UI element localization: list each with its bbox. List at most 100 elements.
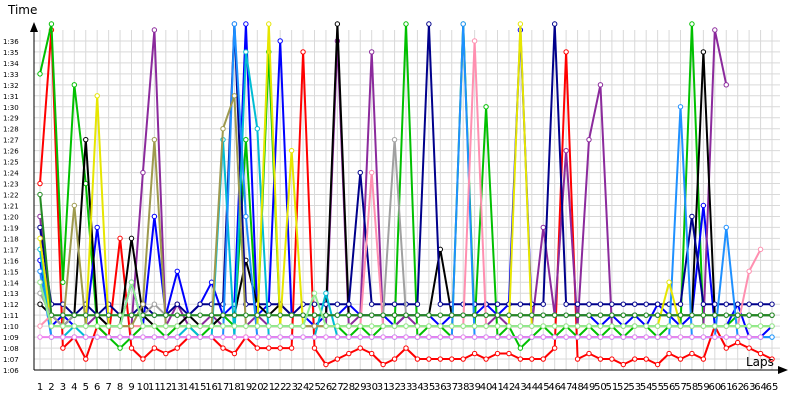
data-point <box>712 312 718 318</box>
data-point <box>277 334 283 340</box>
data-point <box>632 323 638 329</box>
data-point <box>277 38 283 44</box>
data-point <box>540 224 546 231</box>
data-point <box>551 21 558 27</box>
data-point <box>83 312 89 318</box>
data-point <box>380 323 386 329</box>
data-point <box>128 279 135 285</box>
data-point <box>769 356 775 362</box>
data-point <box>128 312 135 318</box>
data-point <box>117 334 123 340</box>
data-point <box>266 334 272 340</box>
data-point <box>323 312 329 318</box>
data-point <box>368 312 375 318</box>
data-point <box>311 312 318 318</box>
data-point <box>677 104 684 110</box>
data-point <box>151 345 158 351</box>
data-point <box>471 350 478 357</box>
y-tick-label: 1:06 <box>3 367 19 375</box>
data-point <box>666 279 672 285</box>
data-point <box>288 323 295 329</box>
x-tick-label: 31 <box>377 382 390 393</box>
data-point <box>323 334 329 340</box>
data-point <box>746 334 752 340</box>
data-point <box>288 147 295 154</box>
x-tick-label: 21 <box>262 382 275 393</box>
y-tick-label: 1:31 <box>3 93 19 101</box>
data-point <box>346 334 352 340</box>
x-tick-label: 8 <box>117 382 123 393</box>
data-point <box>643 334 649 340</box>
data-point <box>563 323 569 329</box>
data-point <box>574 301 581 307</box>
data-point <box>677 323 684 329</box>
data-point <box>60 279 66 285</box>
data-point <box>391 312 398 318</box>
data-point <box>494 312 501 318</box>
data-point <box>483 334 489 340</box>
x-tick-label: 47 <box>560 382 573 393</box>
data-point <box>60 312 66 318</box>
x-tick-label: 20 <box>251 382 264 393</box>
x-tick-label: 43 <box>514 382 527 393</box>
data-point <box>311 290 318 296</box>
data-point <box>769 323 775 329</box>
series-13 <box>37 191 775 318</box>
data-point <box>334 312 341 318</box>
data-point <box>48 323 55 329</box>
x-tick-label: 2 <box>48 382 54 393</box>
data-point <box>357 312 363 318</box>
y-tick-label: 1:28 <box>3 126 19 134</box>
data-point <box>471 334 478 340</box>
data-point <box>140 323 146 329</box>
data-point <box>368 169 375 176</box>
data-point <box>426 323 432 329</box>
data-point <box>471 323 478 329</box>
data-point <box>643 356 649 362</box>
data-point <box>449 334 455 340</box>
data-point <box>677 312 684 318</box>
data-point <box>128 323 135 329</box>
data-point <box>620 312 627 318</box>
data-point <box>517 345 524 351</box>
data-point <box>163 334 169 340</box>
data-point <box>174 268 180 274</box>
data-point <box>185 323 192 329</box>
data-point <box>243 334 249 340</box>
data-point <box>357 323 363 329</box>
data-point <box>712 27 718 33</box>
data-point <box>563 312 569 318</box>
data-point <box>220 345 226 351</box>
data-point <box>597 323 604 329</box>
data-point <box>243 323 249 329</box>
data-point <box>37 279 43 285</box>
data-point <box>689 323 695 329</box>
data-point <box>37 224 43 231</box>
data-point <box>689 312 695 318</box>
data-point <box>128 345 135 351</box>
data-point <box>254 312 261 318</box>
data-point <box>632 356 638 362</box>
data-point <box>757 323 764 329</box>
data-point <box>506 323 512 329</box>
data-point <box>71 312 78 318</box>
y-tick-label: 1:24 <box>3 170 19 178</box>
data-point <box>60 334 66 340</box>
data-point <box>243 21 249 27</box>
data-point <box>586 301 592 307</box>
data-point <box>563 49 569 55</box>
data-point <box>586 312 592 318</box>
data-point <box>437 334 444 340</box>
x-axis-title: Laps <box>746 355 774 369</box>
data-point <box>723 334 729 340</box>
data-point <box>414 323 421 329</box>
data-point <box>506 312 512 318</box>
data-point <box>197 334 203 340</box>
x-tick-label: 57 <box>674 382 687 393</box>
data-point <box>151 213 158 220</box>
data-point <box>712 301 718 307</box>
y-tick-label: 1:27 <box>3 137 19 145</box>
data-point <box>243 136 249 143</box>
data-point <box>632 312 638 318</box>
data-point <box>300 49 306 55</box>
